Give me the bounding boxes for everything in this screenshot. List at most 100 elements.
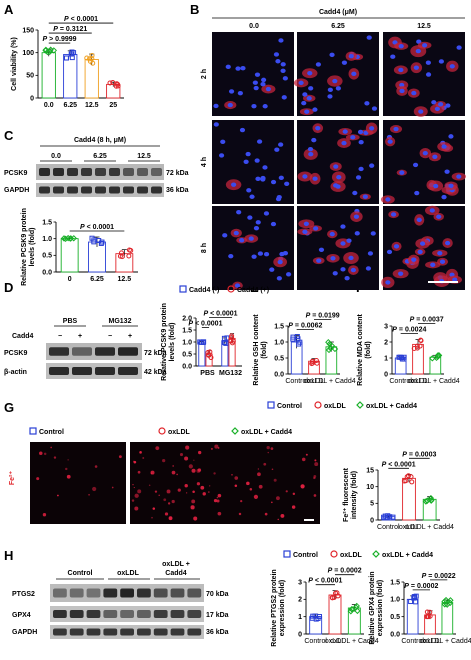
panel-d-band-label-0: PCSK9 — [4, 350, 27, 357]
data-point — [409, 479, 415, 485]
panel-h-lane-2: oxLDL + — [162, 561, 190, 568]
fe-signal — [185, 445, 190, 450]
fe-signal — [193, 516, 198, 521]
nucleus — [369, 163, 375, 168]
nucleus — [315, 62, 322, 67]
bar — [60, 238, 79, 273]
data-point — [427, 494, 435, 502]
fe-signal — [155, 446, 160, 451]
panel-c-blot: Cadd4 (8 h, μM) 0.0 6.25 12.5 PCSK9 GAPD… — [4, 137, 189, 197]
nucleus — [280, 62, 286, 67]
fe-signal — [43, 452, 47, 456]
legend-h-swatch-0 — [283, 550, 291, 558]
nucleus — [333, 183, 339, 188]
x-tick-label: Control — [285, 378, 308, 385]
nucleus — [231, 182, 237, 187]
nucleus — [240, 66, 246, 71]
fe-signal — [313, 476, 316, 480]
blot-band — [187, 588, 202, 598]
fe-signal — [171, 499, 175, 504]
nucleus — [365, 266, 372, 271]
blot-band — [86, 628, 101, 636]
y-tick-label: 0 — [298, 631, 302, 638]
legend-ef-label-2: oxLDL + Cadd4 — [366, 403, 417, 410]
fe-signal — [253, 494, 259, 499]
fe-signal — [217, 447, 220, 449]
panel-b-row-2: 8 h — [201, 243, 208, 253]
fe-signal — [266, 445, 270, 450]
data-point — [443, 601, 451, 608]
chart-f: 0 1 2 3 Relative MDA content (fold) ControloxL… — [357, 313, 460, 385]
y-tick-label: 2.0 — [182, 315, 192, 322]
fe-signal — [50, 446, 53, 449]
data-point — [229, 333, 235, 339]
panel-b-row-0: 2 h — [201, 69, 208, 79]
legend-d-label-1: Cadd4 (+) — [237, 287, 269, 294]
fe-signal — [280, 513, 285, 518]
y-tick-label: 2 — [384, 339, 388, 346]
nucleus — [233, 230, 239, 236]
fe-signal — [249, 487, 253, 491]
micrograph-bg — [130, 442, 226, 524]
fe-signal — [133, 486, 135, 489]
fe-signal — [216, 499, 220, 503]
blot-band — [120, 588, 134, 598]
panel-d-group-1: MG132 — [109, 318, 132, 325]
nucleus — [278, 175, 284, 181]
nucleus — [273, 52, 280, 57]
chart-e: 0.0 0.5 1.0 1.5 Relative GSH content (fold) Co… — [253, 313, 356, 386]
panel-letter-h: H — [4, 548, 13, 563]
data-point — [42, 46, 50, 54]
panel-d-group-0: PBS — [63, 318, 78, 325]
panel-h-lane-3: Cadd4 — [165, 570, 187, 577]
micrograph-b-0-2 — [383, 32, 465, 117]
nucleus — [422, 150, 428, 156]
nucleus — [251, 103, 257, 109]
nucleus — [398, 271, 404, 276]
y-axis-label: Relative GSH content — [253, 314, 260, 386]
data-point — [63, 55, 69, 61]
legend-g-swatch-2 — [231, 427, 239, 435]
legend-h: Control oxLDL oxLDL + Cadd4 — [283, 550, 433, 559]
data-point — [411, 595, 417, 601]
data-point — [408, 599, 414, 605]
micrograph-g-0 — [30, 442, 126, 524]
nucleus — [254, 158, 260, 163]
fe-signal — [66, 474, 71, 479]
fe-signal — [118, 455, 122, 459]
x-tick-label: oxLDL — [420, 638, 440, 645]
nucleus — [364, 101, 370, 106]
nucleus — [313, 226, 319, 231]
fe-signal — [277, 518, 279, 521]
nucleus — [247, 215, 253, 220]
panel-h-lane-1: oxLDL — [117, 570, 140, 577]
x-tick-label: 6.25 — [90, 276, 104, 283]
legend-ef-swatch-2 — [356, 401, 364, 409]
data-point — [119, 254, 125, 260]
data-point — [441, 598, 448, 605]
panel-h-kda-1: 17 kDa — [206, 612, 229, 619]
nucleus — [387, 139, 393, 144]
fe-signal — [292, 492, 296, 496]
chart-a: 0 50 100 150 Cell viability (%) 0.0 6.25 12.5 25… — [11, 16, 124, 109]
nucleus — [227, 102, 233, 108]
data-point — [414, 343, 420, 349]
nucleus — [336, 175, 342, 180]
nucleus — [254, 72, 261, 77]
fe-signal — [131, 499, 135, 502]
nucleus — [340, 224, 346, 229]
nucleus — [301, 100, 307, 106]
y-tick-label: 100 — [22, 50, 34, 57]
nucleus — [351, 71, 357, 77]
nucleus — [348, 54, 354, 59]
blot-band — [120, 628, 134, 636]
blot-band — [187, 610, 202, 618]
fe-signal — [264, 512, 268, 516]
y-tick-label: 0 — [370, 517, 374, 524]
x-tick-label: Control — [377, 524, 400, 531]
data-point — [325, 338, 332, 346]
nucleus — [385, 280, 391, 285]
nucleus — [256, 139, 263, 144]
y-tick-label: 1 — [298, 614, 302, 621]
fe-signal — [263, 462, 267, 466]
